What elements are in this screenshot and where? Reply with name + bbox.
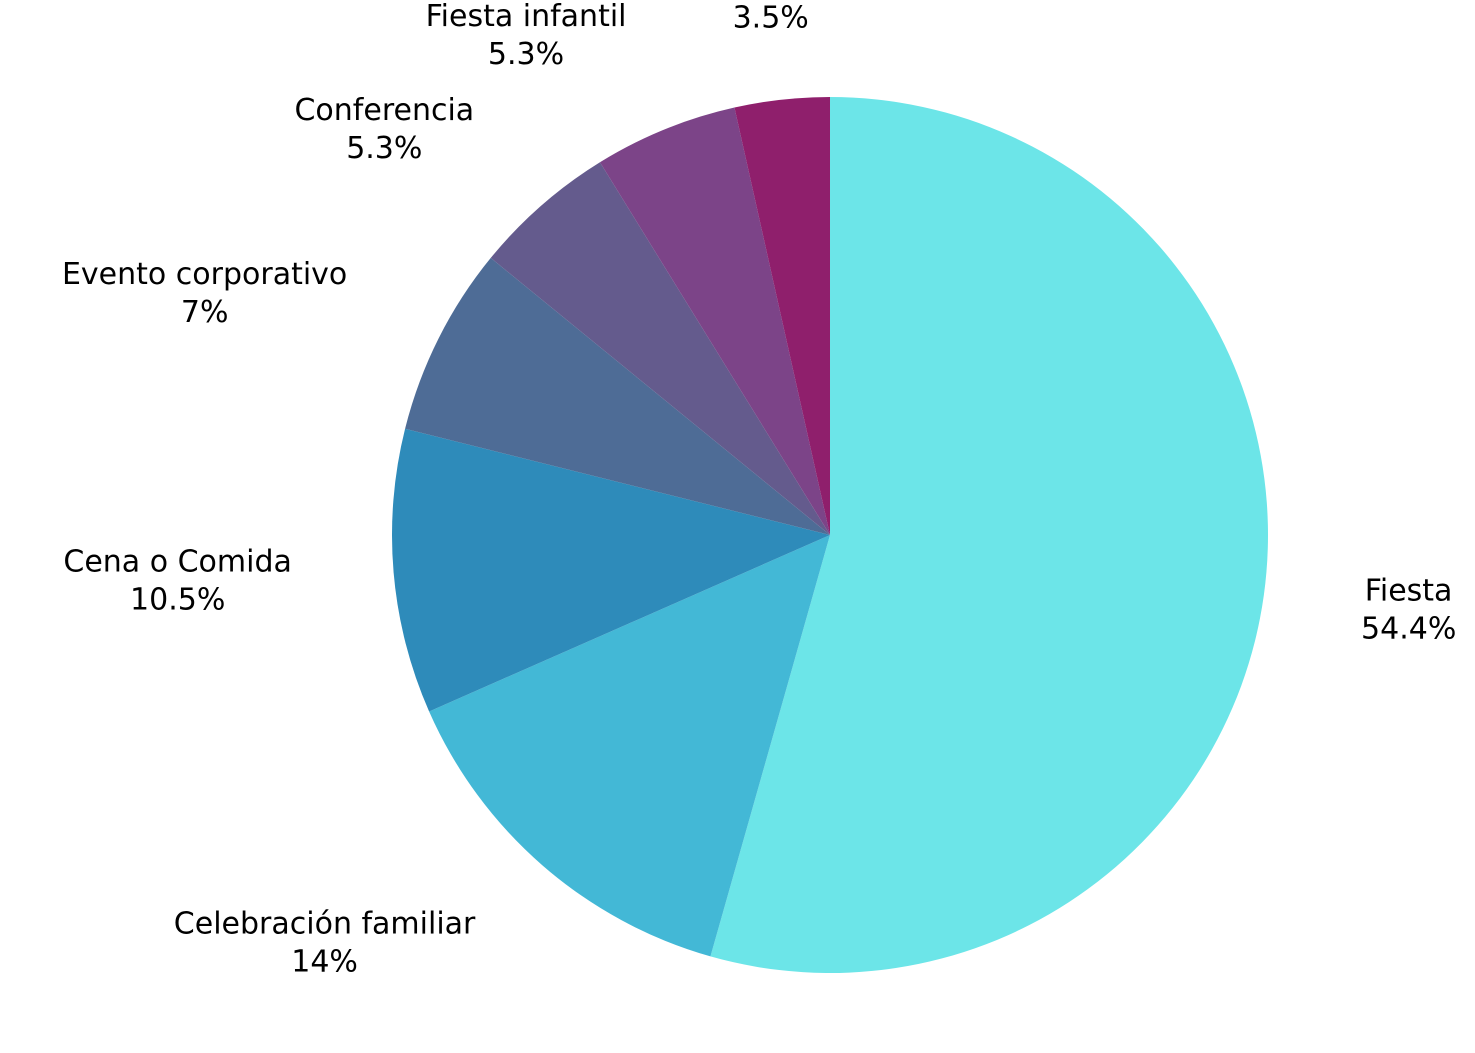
slice-name-label: Fiesta infantil [426,0,627,34]
slice-percent-label: 10.5% [130,583,225,618]
slice-percent-label: 5.3% [488,37,564,72]
pie-slice-boda [734,97,830,535]
pie-slice-cena-o-comida [391,428,830,712]
slice-name-label: Celebración familiar [174,906,476,941]
slice-name-label: Conferencia [294,93,474,128]
pie-label-boda: Boda3.5% [733,0,809,35]
pie-slice-conferencia [490,162,830,535]
pie-slice-evento-corporativo [405,257,830,535]
slice-percent-label: 3.5% [733,0,809,35]
pie-slice-fiesta-infantil [599,107,830,536]
slice-percent-label: 54.4% [1361,611,1456,646]
pie-slice-fiesta [710,97,1268,973]
slice-name-label: Cena o Comida [63,545,292,580]
slice-percent-label: 14% [291,944,358,979]
slice-percent-label: 5.3% [346,131,422,166]
slice-percent-label: 7% [181,295,229,330]
slice-name-label: Fiesta [1365,573,1453,608]
slice-name-label: Evento corporativo [62,257,347,292]
pie-slice-celebracion-familiar [429,535,830,957]
